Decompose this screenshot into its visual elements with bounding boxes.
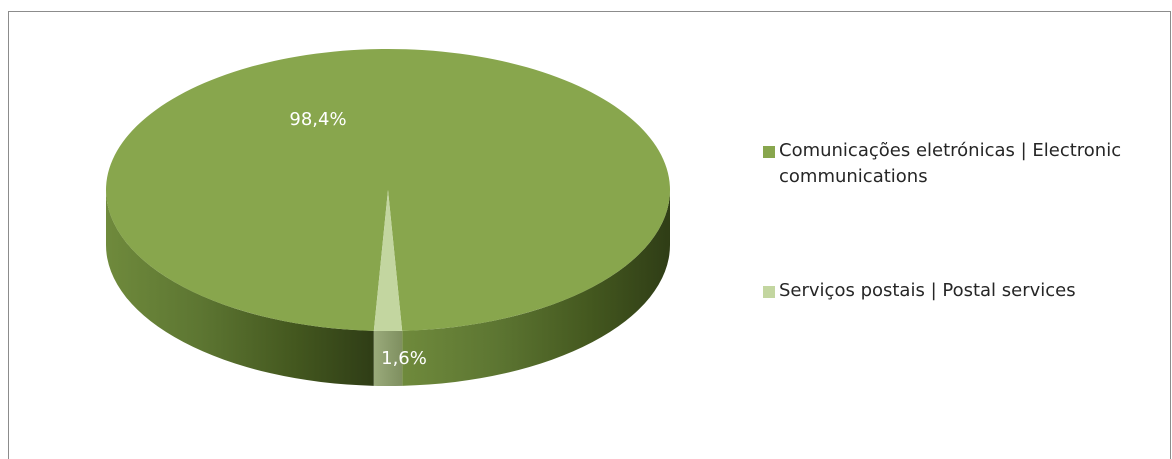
legend-item-postal-services: Serviços postais | Postal services bbox=[763, 278, 1163, 304]
legend-label: Comunicações eletrónicas | Electronic co… bbox=[779, 140, 1121, 187]
data-label-electronic-communications: 98,4% bbox=[289, 109, 346, 130]
legend: Comunicações eletrónicas | Electronic co… bbox=[763, 138, 1163, 304]
legend-swatch bbox=[763, 286, 775, 298]
data-label-postal-services: 1,6% bbox=[381, 348, 427, 369]
legend-label: Serviços postais | Postal services bbox=[779, 280, 1076, 301]
legend-swatch bbox=[763, 146, 775, 158]
legend-item-electronic-communications: Comunicações eletrónicas | Electronic co… bbox=[763, 138, 1163, 190]
